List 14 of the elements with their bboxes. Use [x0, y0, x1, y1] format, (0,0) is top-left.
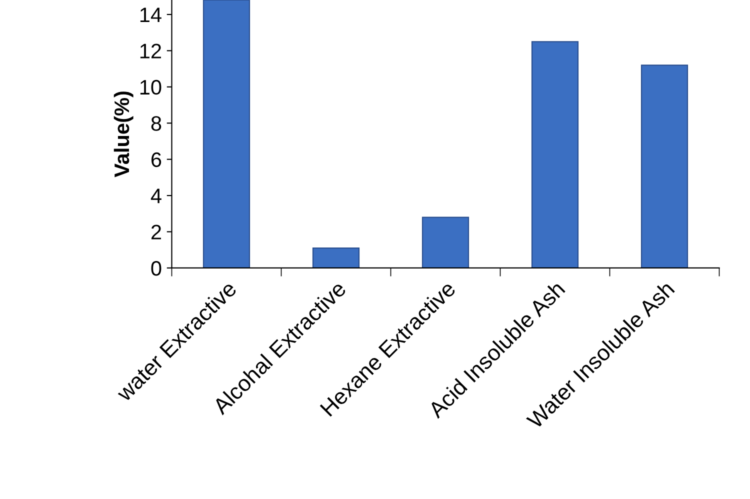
- y-tick-label: 4: [150, 188, 162, 204]
- y-tick-label: 0: [151, 260, 162, 276]
- bar: [422, 216, 470, 268]
- y-tick-label: 14: [140, 8, 162, 22]
- y-tick-label: 10: [140, 80, 162, 95]
- y-axis-title: Value(%): [114, 92, 134, 178]
- bar: [640, 64, 688, 268]
- bar: [531, 41, 579, 268]
- bar: [202, 0, 250, 268]
- y-tick-label: 6: [152, 152, 162, 168]
- y-tick-label: 2: [151, 224, 161, 240]
- y-tick-label: 12: [140, 44, 161, 58]
- bar: [312, 247, 360, 268]
- y-tick-label: 8: [151, 116, 162, 131]
